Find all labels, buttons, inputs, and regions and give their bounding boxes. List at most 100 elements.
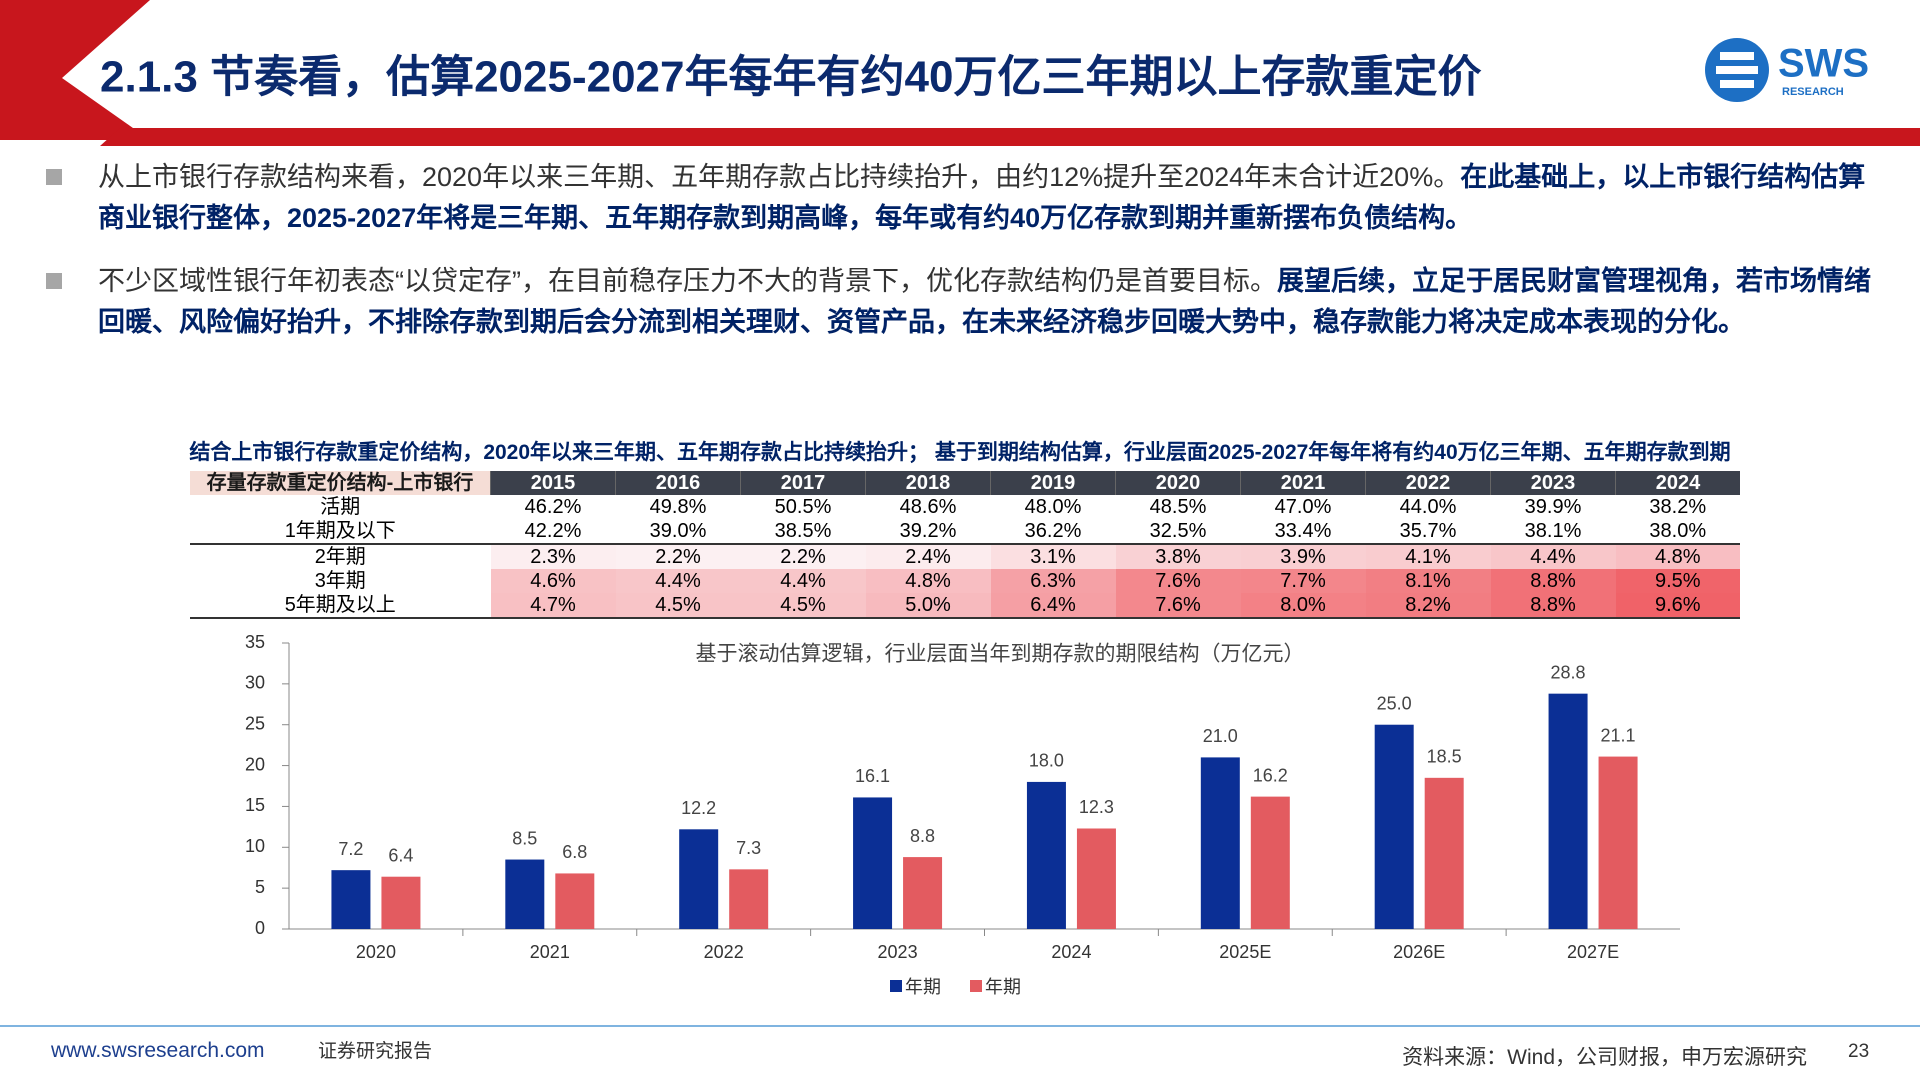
table-cell: 2年期 [314,546,366,568]
table-cell: 5.0% [865,593,991,619]
table-cell: 4.4% [1490,544,1616,569]
value-label: 16.1 [855,766,890,786]
x-tick-label: 2022 [704,942,744,962]
value-label: 8.5 [512,828,537,848]
table-cell: 50.5% [774,496,832,518]
value-label: 18.5 [1427,747,1462,767]
header-cell: 2015 [490,471,616,495]
header-cell: 2023 [1490,471,1616,495]
y-tick-label: 30 [245,673,265,693]
table-cell: 1年期及以下 [190,519,491,545]
footer-url: www.swsresearch.com [51,1039,265,1062]
bar [381,876,421,929]
bar [1374,724,1414,929]
bar [853,797,893,929]
x-tick-label: 2027E [1567,942,1619,962]
table-cell: 48.6% [899,496,957,518]
header-cell: 存量存款重定价结构-上市银行 [190,471,491,495]
value-label: 16.2 [1253,765,1288,785]
table-cell: 3年期 [314,570,366,592]
value-label: 12.2 [681,798,716,818]
bar [1026,781,1066,929]
table-cell: 8.1% [1365,569,1491,593]
table-row: 活期 46.2% 49.8% 50.5% 48.6% 48.0% 48.5% 47.0% 44.… [190,495,1740,519]
table-cell: 32.5% [1115,519,1241,545]
y-tick-label: 5 [255,877,265,897]
header-cell: 2018 [865,471,991,495]
bar [555,873,595,929]
table-cell: 5年期及以上 [190,593,491,619]
table-cell: 38.5% [740,519,866,545]
x-tick-label: 2020 [356,942,396,962]
bullet-bold: 展望后续，立足于居民财富管理视角，若市场情绪回暖、风险偏好抬升，不排除存款到期后… [98,266,1871,337]
table-cell: 38.0% [1615,519,1740,545]
table-cell: 3.9% [1240,544,1366,569]
table-cell: 39.0% [615,519,741,545]
table-row: 2年期 2.3% 2.2% 2.2% 2.4% 3.1% 3.8% 3.9% 4.1% 4.4% 4… [190,544,1740,569]
bullet-bold: 在此基础上，以上市银行结构估算商业银行整体，2025-2027年将是三年期、五年… [98,162,1866,233]
table-cell: 4.5% [615,593,741,619]
footer-label: 证券研究报告 [318,1041,433,1062]
legend-swatch [890,980,902,992]
value-label: 12.3 [1079,797,1114,817]
x-tick-label: 2024 [1051,942,1091,962]
bar [729,869,769,929]
y-tick-label: 15 [245,795,265,815]
table-row: 1年期及以下 42.2% 39.0% 38.5% 39.2% 36.2% 32.5% 33.4… [190,519,1740,545]
y-tick-label: 0 [255,918,265,938]
table-cell: 8.2% [1365,593,1491,619]
table-cell: 42.2% [490,519,616,545]
table-cell: 2.4% [865,544,991,569]
value-label: 21.0 [1203,726,1238,746]
value-label: 28.8 [1551,662,1586,682]
table-cell: 7.6% [1115,593,1241,619]
table-cell: 38.2% [1649,496,1707,518]
legend-label: 年期 [905,977,941,997]
value-label: 7.2 [338,839,363,859]
table-cell: 2.2% [740,544,866,569]
value-label: 6.8 [562,842,587,862]
value-label: 6.4 [388,845,413,865]
table-cell: 7.6% [1115,569,1241,593]
x-tick-label: 2025E [1219,942,1271,962]
table-cell: 7.7% [1240,569,1366,593]
table-cell: 4.4% [615,569,741,593]
table-cell: 4.5% [740,593,866,619]
table-cell: 33.4% [1240,519,1366,545]
table-cell: 39.9% [1524,496,1582,518]
bar [679,829,719,929]
table-cell: 6.3% [990,569,1116,593]
table-cell: 4.8% [1615,544,1740,569]
header: 2.1.3 节奏看，估算2025-2027年每年有约40万亿三年期以上存款重定价… [0,0,1920,146]
bullet-text: 从上市银行存款结构来看，2020年以来三年期、五年期存款占比持续抬升，由约12%… [98,162,1461,192]
table-cell: 46.2% [524,496,582,518]
bar [505,859,545,929]
page-title: 2.1.3 节奏看，估算2025-2027年每年有约40万亿三年期以上存款重定价 [100,53,1481,102]
legend-swatch [970,980,982,992]
header-accent [0,0,150,140]
x-tick-label: 2021 [530,942,570,962]
table-cell: 9.5% [1615,569,1740,593]
y-tick-label: 25 [245,713,265,733]
table-cell: 4.1% [1365,544,1491,569]
bar [1200,757,1240,929]
header-cell: 2020 [1115,471,1241,495]
table-cell: 4.8% [865,569,991,593]
table-cell: 36.2% [990,519,1116,545]
header-cell: 2022 [1365,471,1491,495]
bar [1598,756,1638,929]
logo-stripe [1716,66,1758,74]
bullet: 不少区域性银行年初表态“以贷定存”，在目前稳存压力不大的背景下，优化存款结构仍是… [46,261,1878,343]
bar [331,870,371,929]
table-cell: 3.1% [990,544,1116,569]
bullet-text: 不少区域性银行年初表态“以贷定存”，在目前稳存压力不大的背景下，优化存款结构仍是… [98,266,1277,296]
bar [903,857,943,929]
header-cell: 2017 [740,471,866,495]
table-cell: 44.0% [1399,496,1457,518]
x-tick-label: 2023 [878,942,918,962]
table: 存量存款重定价结构-上市银行 2015 2016 2017 2018 2019 2020 20… [190,471,1740,619]
table-cell: 48.5% [1149,496,1207,518]
table-cell: 49.8% [649,496,707,518]
table-cell: 2.3% [490,544,616,569]
